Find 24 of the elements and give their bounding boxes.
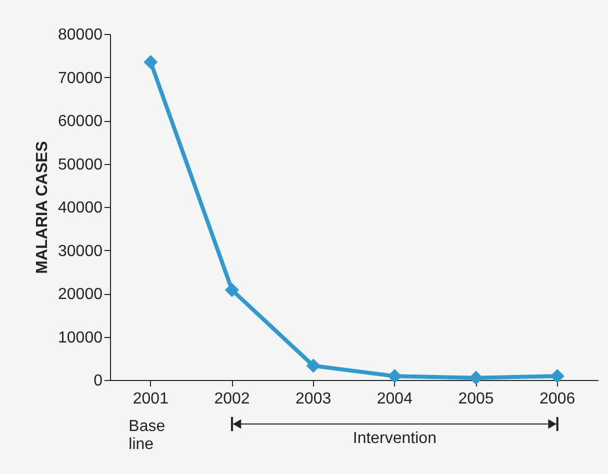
point xyxy=(144,55,158,70)
x-tick-label: 2002 xyxy=(214,390,250,408)
point xyxy=(306,358,320,373)
y-tick-label: 20000 xyxy=(58,286,103,303)
y-tick-label: 50000 xyxy=(58,156,103,174)
y-tick-label: 70000 xyxy=(58,70,103,87)
x-tick-label: 2003 xyxy=(296,390,332,408)
point xyxy=(388,369,402,384)
x-tick-label: 2004 xyxy=(376,390,413,408)
y-tick-label: 80000 xyxy=(58,26,103,44)
y-tick-label: 0 xyxy=(94,372,103,390)
x-tick-label: 2005 xyxy=(458,390,494,408)
x-tick-label: 2001 xyxy=(132,390,169,408)
y-axis-title: MALARIA CASES xyxy=(34,140,52,274)
y-tick-label: 30000 xyxy=(58,242,103,260)
y-tick-label: 60000 xyxy=(58,113,103,130)
text: Base line xyxy=(128,418,166,453)
text: Intervention xyxy=(352,430,436,447)
x-tick-label: 2006 xyxy=(540,390,576,408)
y-tick-label: 10000 xyxy=(58,329,103,346)
y-tick-label: 40000 xyxy=(58,200,103,216)
point xyxy=(550,369,564,384)
point xyxy=(468,370,484,385)
point xyxy=(224,282,240,298)
